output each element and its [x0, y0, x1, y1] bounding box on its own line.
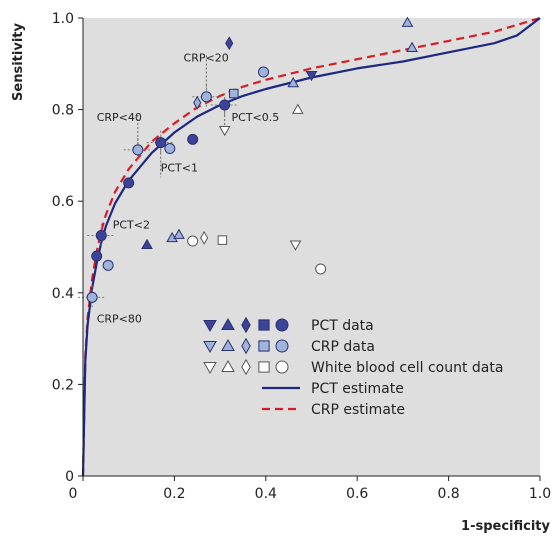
annotation-label-1: PCT<0.5 [232, 111, 280, 124]
legend-label-1: CRP data [311, 339, 375, 355]
estimate-curves [81, 16, 541, 477]
pct-point-7 [225, 36, 234, 51]
legend-symbol-2-0 [203, 362, 217, 375]
legend-symbol-1-0 [203, 341, 217, 354]
legend-symbol-2-3 [258, 361, 270, 373]
pct-point-0 [91, 250, 103, 262]
x-tick-label-1: 0.2 [163, 486, 185, 502]
legend: PCT data CRP data White blood cell count d… [203, 316, 503, 418]
y-tick-label-2: 0.4 [52, 286, 74, 302]
pct-point-1 [95, 230, 107, 242]
annotation-label-2: CRP<40 [97, 111, 142, 124]
legend-symbol-0-1 [221, 317, 235, 330]
x-axis-title: 1-specificity [461, 519, 550, 534]
pct-point-5 [219, 99, 231, 111]
wbc-point-2 [217, 235, 228, 245]
annotation-label-5: CRP<80 [97, 313, 142, 326]
legend-label-2: White blood cell count data [311, 360, 503, 376]
legend-symbol-0-0 [203, 320, 217, 333]
axes: 0 0.2 0.4 0.6 0.8 1.0 0 0.2 0.4 0.6 0.8 1.0 [52, 11, 551, 502]
crp-point-5 [258, 66, 270, 78]
annotations: CRP<20 PCT<0.5 CRP<40 PCT<1 PCT<2 CRP<80 [97, 52, 280, 326]
wbc-point-4 [218, 125, 231, 137]
legend-symbol-2-1 [221, 359, 235, 372]
data-points [86, 16, 418, 303]
x-tick-label-4: 0.8 [437, 486, 459, 502]
y-tick-label-4: 0.8 [52, 103, 74, 119]
crp-point-1 [102, 259, 114, 271]
x-tick-label-5: 1.0 [529, 486, 551, 502]
pct-point-3 [155, 137, 167, 149]
annotation-label-0: CRP<20 [184, 52, 229, 65]
pct-point-4 [187, 133, 199, 145]
crp-point-0 [86, 291, 98, 303]
annotation-label-4: PCT<2 [113, 219, 150, 232]
legend-symbol-2-2 [241, 358, 251, 376]
wbc-point-5 [289, 240, 302, 251]
y-tick-label-0: 0 [65, 469, 74, 485]
y-tick-label-1: 0.2 [52, 377, 74, 393]
x-tick-label-2: 0.4 [255, 486, 277, 502]
plot-background [83, 18, 540, 476]
y-tick-label-3: 0.6 [52, 194, 74, 210]
legend-symbol-1-3 [258, 340, 270, 352]
wbc-point-6 [291, 103, 304, 114]
wbc-point-1 [315, 263, 327, 275]
legend-label-3: PCT estimate [311, 381, 404, 397]
legend-symbol-1-1 [221, 338, 235, 351]
crp-point-3 [164, 143, 176, 155]
wbc-point-0 [187, 235, 199, 247]
pct-point-6 [141, 238, 153, 249]
pct-point-2 [123, 177, 135, 189]
legend-symbol-1-2 [241, 337, 251, 355]
crp-point-12 [406, 41, 418, 53]
x-tick-label-3: 0.6 [346, 486, 368, 502]
legend-label-4: CRP estimate [311, 402, 405, 418]
crp-point-10 [287, 77, 300, 88]
crp-point-9 [173, 228, 185, 239]
crp-point-2 [132, 144, 144, 156]
crp-point-7 [193, 95, 202, 110]
crp-estimate-line [81, 16, 541, 477]
crp-point-4 [200, 91, 212, 103]
crp-point-11 [401, 16, 414, 27]
legend-symbol-0-2 [241, 316, 251, 334]
y-axis-title: Sensitivity [11, 23, 26, 101]
pct-estimate-line [81, 17, 541, 477]
legend-symbol-1-4 [275, 339, 289, 353]
legend-symbol-0-4 [275, 318, 289, 332]
x-tick-label-0: 0 [69, 486, 78, 502]
legend-label-0: PCT data [311, 318, 374, 334]
y-tick-label-5: 1.0 [52, 11, 74, 27]
legend-symbol-0-3 [258, 319, 270, 331]
annotation-label-3: PCT<1 [161, 161, 198, 174]
wbc-point-3 [200, 230, 209, 245]
crp-point-6 [229, 88, 239, 99]
legend-symbol-2-4 [275, 360, 289, 374]
pct-point-8 [305, 71, 318, 82]
